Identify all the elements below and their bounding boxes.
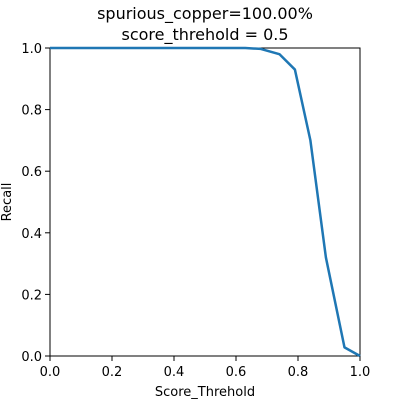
x-axis-ticks: 0.0 0.2 0.4 0.6 0.8 1.0 — [40, 356, 371, 380]
series-line-recall — [50, 46, 361, 358]
y-axis-label: Recall — [0, 183, 15, 222]
x-tick-label: 1.0 — [350, 365, 371, 380]
y-tick-label: 0.6 — [21, 165, 42, 180]
plot-area — [49, 47, 361, 357]
y-tick-label: 0.2 — [21, 288, 42, 303]
x-axis-label: Score_Threhold — [155, 385, 255, 400]
y-tick-label: 0.4 — [21, 227, 42, 242]
x-tick-label: 0.6 — [226, 365, 247, 380]
y-tick-label: 0.0 — [21, 350, 42, 365]
plot-frame — [49, 47, 361, 357]
y-tick-label: 1.0 — [21, 42, 42, 57]
x-tick-label: 0.4 — [164, 365, 185, 380]
x-tick-label: 0.0 — [40, 365, 61, 380]
chart-title-line-2: score_threhold = 0.5 — [121, 25, 288, 45]
chart-title-line-1: spurious_copper=100.00% — [97, 4, 313, 24]
y-tick-label: 0.8 — [21, 104, 42, 119]
x-tick-label: 0.8 — [288, 365, 309, 380]
x-tick-label: 0.2 — [102, 365, 123, 380]
y-axis-ticks: 0.0 0.2 0.4 0.6 0.8 1.0 — [21, 42, 50, 365]
